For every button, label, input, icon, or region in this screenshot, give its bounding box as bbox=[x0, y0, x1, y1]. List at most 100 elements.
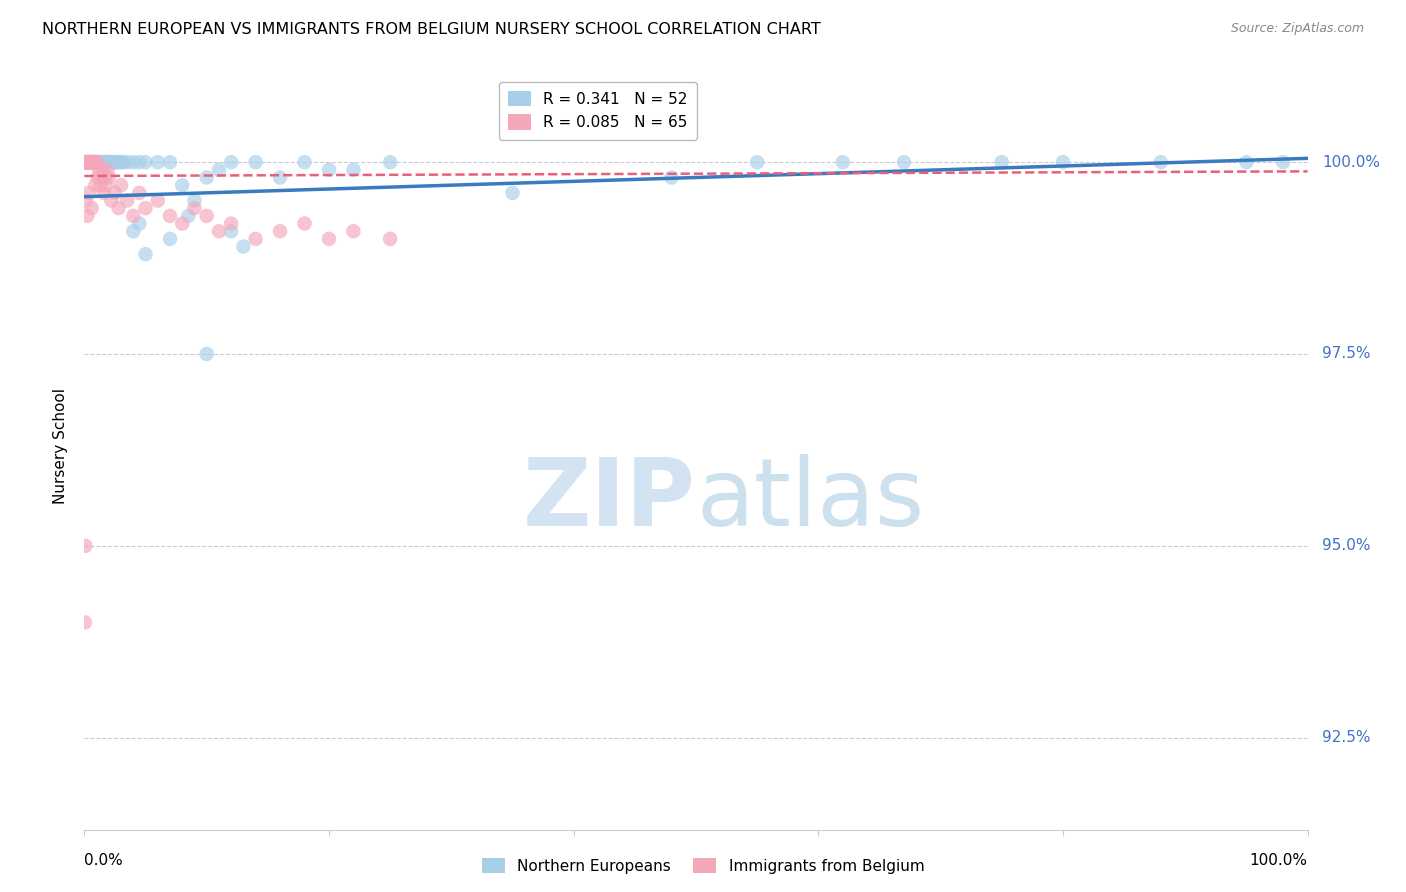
Point bbox=[86, 155, 108, 169]
Point bbox=[269, 170, 291, 185]
Text: NORTHERN EUROPEAN VS IMMIGRANTS FROM BELGIUM NURSERY SCHOOL CORRELATION CHART: NORTHERN EUROPEAN VS IMMIGRANTS FROM BEL… bbox=[42, 22, 821, 37]
Point bbox=[747, 155, 769, 169]
Point bbox=[79, 155, 101, 169]
Point bbox=[342, 224, 364, 238]
Text: 100.0%: 100.0% bbox=[1322, 154, 1381, 169]
Point bbox=[89, 155, 111, 169]
Point bbox=[893, 155, 915, 169]
Point bbox=[219, 217, 242, 231]
Point bbox=[318, 162, 340, 177]
Point bbox=[79, 155, 101, 169]
Point bbox=[294, 217, 316, 231]
Point bbox=[159, 209, 181, 223]
Point bbox=[94, 170, 117, 185]
Point bbox=[172, 178, 194, 193]
Point bbox=[97, 170, 120, 185]
Point bbox=[87, 170, 110, 185]
Point bbox=[135, 155, 157, 169]
Point bbox=[97, 162, 120, 177]
Point bbox=[661, 170, 683, 185]
Point bbox=[502, 186, 524, 200]
Point bbox=[183, 201, 205, 215]
Point bbox=[76, 155, 98, 169]
Point bbox=[91, 162, 114, 177]
Point bbox=[122, 224, 145, 238]
Point bbox=[83, 155, 105, 169]
Point bbox=[380, 232, 402, 246]
Point bbox=[80, 155, 103, 169]
Point bbox=[122, 155, 145, 169]
Point bbox=[245, 155, 267, 169]
Point bbox=[77, 155, 100, 169]
Point bbox=[318, 232, 340, 246]
Point bbox=[89, 178, 111, 193]
Point bbox=[75, 194, 97, 208]
Point bbox=[128, 217, 150, 231]
Point bbox=[177, 209, 200, 223]
Point bbox=[91, 155, 114, 169]
Point bbox=[77, 155, 100, 169]
Point bbox=[80, 201, 103, 215]
Point bbox=[159, 232, 181, 246]
Text: 97.5%: 97.5% bbox=[1322, 346, 1371, 361]
Point bbox=[84, 178, 107, 193]
Point bbox=[73, 155, 96, 169]
Point bbox=[83, 155, 105, 169]
Point bbox=[195, 170, 218, 185]
Point bbox=[75, 155, 97, 169]
Point bbox=[77, 155, 100, 169]
Point bbox=[105, 155, 128, 169]
Point bbox=[269, 224, 291, 238]
Point bbox=[1272, 155, 1295, 169]
Point bbox=[84, 155, 107, 169]
Point bbox=[110, 155, 132, 169]
Point bbox=[83, 155, 105, 169]
Point bbox=[115, 194, 138, 208]
Point bbox=[97, 155, 120, 169]
Point bbox=[991, 155, 1014, 169]
Point bbox=[96, 155, 118, 169]
Point bbox=[105, 155, 128, 169]
Point bbox=[84, 155, 107, 169]
Point bbox=[159, 155, 181, 169]
Point bbox=[135, 201, 157, 215]
Point bbox=[90, 155, 112, 169]
Point bbox=[1150, 155, 1173, 169]
Point bbox=[122, 209, 145, 223]
Point bbox=[82, 155, 104, 169]
Point bbox=[77, 155, 100, 169]
Point bbox=[107, 155, 129, 169]
Point bbox=[73, 615, 96, 630]
Point bbox=[115, 155, 138, 169]
Point bbox=[87, 155, 110, 169]
Point bbox=[146, 194, 169, 208]
Point bbox=[76, 155, 98, 169]
Text: ZIP: ZIP bbox=[523, 454, 696, 546]
Point bbox=[75, 539, 97, 553]
Point bbox=[100, 194, 122, 208]
Point bbox=[107, 201, 129, 215]
Point bbox=[831, 155, 853, 169]
Point bbox=[77, 155, 100, 169]
Point bbox=[76, 209, 98, 223]
Point bbox=[380, 155, 402, 169]
Point bbox=[76, 155, 98, 169]
Point bbox=[87, 155, 110, 169]
Point bbox=[101, 155, 124, 169]
Text: Source: ZipAtlas.com: Source: ZipAtlas.com bbox=[1230, 22, 1364, 36]
Point bbox=[294, 155, 316, 169]
Point bbox=[1052, 155, 1074, 169]
Point bbox=[1236, 155, 1258, 169]
Legend: Northern Europeans, Immigrants from Belgium: Northern Europeans, Immigrants from Belg… bbox=[475, 852, 931, 880]
Point bbox=[86, 155, 108, 169]
Point bbox=[82, 155, 104, 169]
Text: 92.5%: 92.5% bbox=[1322, 730, 1371, 745]
Point bbox=[172, 217, 194, 231]
Point bbox=[83, 155, 105, 169]
Legend: R = 0.341   N = 52, R = 0.085   N = 65: R = 0.341 N = 52, R = 0.085 N = 65 bbox=[499, 81, 697, 139]
Point bbox=[93, 155, 115, 169]
Point bbox=[98, 155, 121, 169]
Point bbox=[219, 224, 242, 238]
Point bbox=[110, 178, 132, 193]
Point bbox=[76, 155, 98, 169]
